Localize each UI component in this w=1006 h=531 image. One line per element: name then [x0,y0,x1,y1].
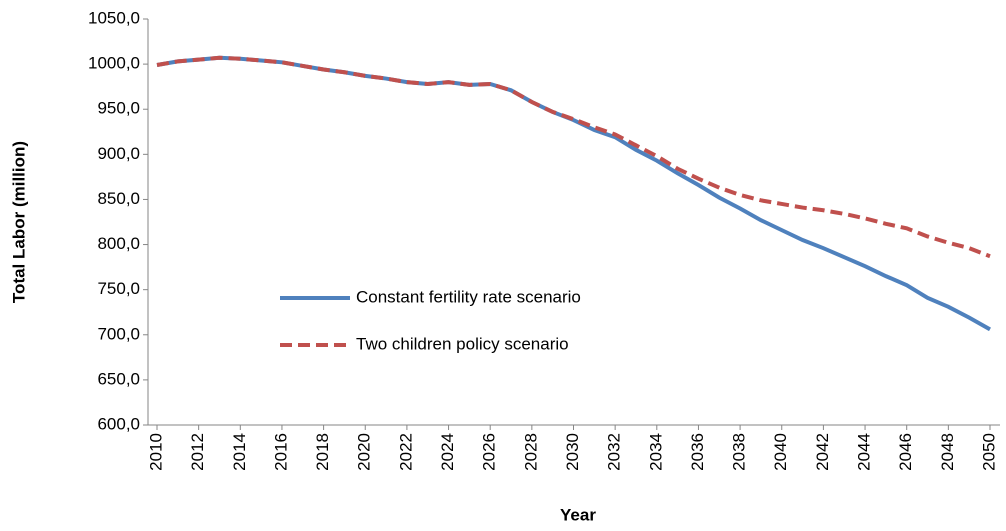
x-tick-label: 2024 [438,433,457,471]
x-tick-label: 2030 [563,433,582,471]
x-tick-label: 2040 [771,433,790,471]
x-tick-label: 2034 [646,433,665,471]
x-tick-label: 2038 [730,433,749,471]
x-tick-label: 2026 [480,433,499,471]
x-tick-label: 2016 [271,433,290,471]
x-tick-label: 2020 [355,433,374,471]
x-tick-label: 2050 [979,433,998,471]
legend-label: Two children policy scenario [356,334,569,353]
x-tick-label: 2048 [938,433,957,471]
y-tick-label: 600,0 [97,414,140,433]
y-tick-label: 900,0 [97,144,140,163]
x-tick-label: 2044 [855,433,874,471]
y-tick-label: 800,0 [97,234,140,253]
legend-label: Constant fertility rate scenario [356,287,581,306]
y-tick-label: 650,0 [97,369,140,388]
x-tick-label: 2036 [688,433,707,471]
x-tick-label: 2012 [188,433,207,471]
y-tick-label: 850,0 [97,189,140,208]
x-tick-label: 2022 [396,433,415,471]
y-tick-label: 700,0 [97,324,140,343]
y-axis-label: Total Labor (million) [9,141,28,303]
x-tick-label: 2010 [146,433,165,471]
x-tick-label: 2014 [230,433,249,471]
y-tick-label: 1000,0 [88,54,140,73]
x-tick-label: 2042 [813,433,832,471]
x-tick-label: 2028 [521,433,540,471]
x-tick-label: 2046 [896,433,915,471]
x-tick-label: 2018 [313,433,332,471]
y-tick-label: 950,0 [97,99,140,118]
series-line [156,55,991,259]
x-tick-label: 2032 [605,433,624,471]
x-axis-label: Year [560,505,596,524]
y-tick-label: 1050,0 [88,8,140,27]
series-line [156,55,991,332]
y-tick-label: 750,0 [97,279,140,298]
